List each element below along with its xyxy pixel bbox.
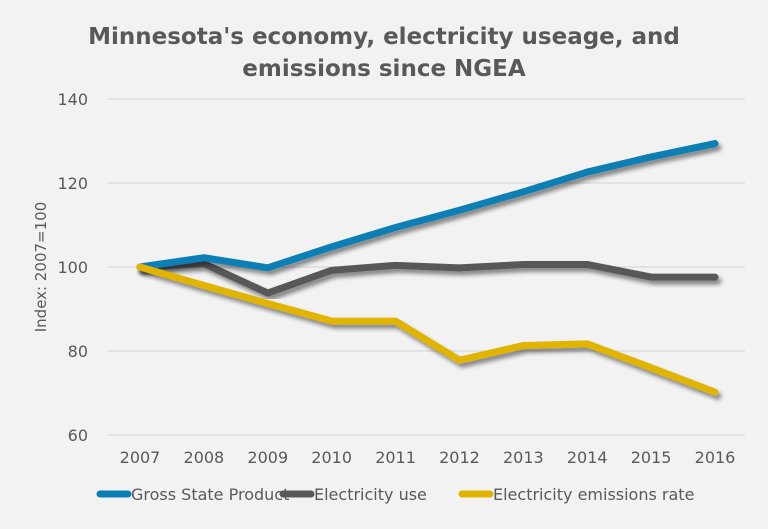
x-tick-label: 2016	[695, 448, 736, 467]
x-tick-label: 2013	[503, 448, 544, 467]
series-line-electricity-emissions-rate	[136, 263, 719, 396]
legend-item: Gross State Product	[96, 485, 289, 504]
x-tick-label: 2014	[567, 448, 608, 467]
legend-item: Electricity use	[279, 485, 427, 504]
legend-label: Electricity use	[314, 485, 427, 504]
x-tick-label: 2008	[184, 448, 225, 467]
y-tick-label: 100	[57, 258, 88, 277]
y-tick-label: 80	[68, 342, 88, 361]
y-tick-label: 60	[68, 426, 88, 445]
legend-label: Electricity emissions rate	[493, 485, 694, 504]
y-tick-label: 140	[57, 90, 88, 109]
series-line-electricity-use	[136, 260, 719, 297]
chart-title-line-1: Minnesota's economy, electricity useage,…	[88, 24, 680, 50]
x-tick-label: 2011	[375, 448, 416, 467]
x-tick-label: 2015	[631, 448, 672, 467]
legend-label: Gross State Product	[131, 485, 289, 504]
y-tick-label: 120	[57, 174, 88, 193]
x-tick-label: 2009	[247, 448, 288, 467]
x-tick-label: 2007	[120, 448, 161, 467]
x-tick-label: 2012	[439, 448, 480, 467]
chart-title-line-2: emissions since NGEA	[242, 56, 526, 82]
series-line-gross-state-product	[136, 140, 719, 272]
y-axis-label: Index: 2007=100	[32, 202, 50, 333]
legend-item: Electricity emissions rate	[458, 485, 694, 504]
x-tick-label: 2010	[311, 448, 352, 467]
